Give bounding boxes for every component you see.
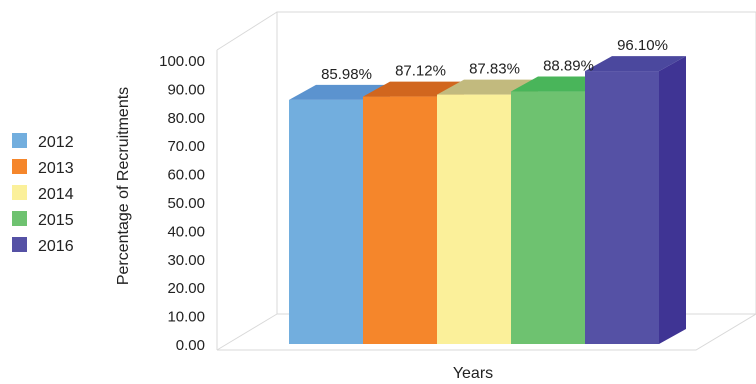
- legend-label: 2012: [38, 134, 74, 151]
- chart-frame: [216, 11, 756, 351]
- legend-item-2016: 2016: [12, 237, 74, 255]
- legend-swatch: [12, 159, 27, 174]
- bar-front-face: [585, 71, 659, 345]
- legend-swatch: [12, 237, 27, 252]
- data-labels: 85.98% 87.12% 87.83% 88.89% 96.10%: [321, 37, 668, 83]
- legend-swatch: [12, 133, 27, 148]
- data-label-2013: 87.12%: [395, 63, 446, 80]
- bar-side-face: [659, 56, 686, 345]
- legend-swatch: [12, 211, 27, 226]
- y-tick-label: 70.00: [167, 138, 205, 155]
- floor-front-edge: [217, 313, 756, 351]
- data-label-2012: 85.98%: [321, 66, 372, 83]
- legend-item-2014: 2014: [12, 185, 74, 203]
- y-tick-label: 80.00: [167, 110, 205, 127]
- side-wall-bottom-edge: [216, 313, 278, 351]
- bar-front-face: [363, 96, 437, 345]
- legend-label: 2016: [38, 238, 74, 255]
- bar-2016: [585, 56, 686, 345]
- y-tick-label: 40.00: [167, 223, 205, 240]
- bars: [289, 56, 686, 345]
- x-axis-title: Years: [453, 365, 493, 382]
- bar-front-face: [289, 99, 363, 344]
- data-label-2014: 87.83%: [469, 61, 520, 78]
- y-tick-label: 30.00: [167, 252, 205, 269]
- y-tick-label: 100.00: [159, 53, 205, 70]
- legend-label: 2015: [38, 212, 74, 229]
- y-tick-label: 60.00: [167, 167, 205, 184]
- bar-front-face: [511, 91, 585, 344]
- back-wall: [276, 11, 756, 315]
- y-axis-title: Percentage of Recruitments: [115, 87, 132, 285]
- legend-item-2012: 2012: [12, 133, 74, 151]
- bar-top-face: [363, 81, 464, 97]
- bar-top-face: [585, 56, 686, 72]
- y-tick-label: 50.00: [167, 195, 205, 212]
- legend-swatch: [12, 185, 27, 200]
- legend: 2012 2013 2014 2015 2016: [12, 133, 74, 255]
- y-tick-label: 90.00: [167, 81, 205, 98]
- legend-item-2015: 2015: [12, 211, 74, 229]
- data-label-2015: 88.89%: [543, 58, 594, 75]
- legend-label: 2013: [38, 160, 74, 177]
- bar-front-face: [437, 94, 511, 344]
- legend-label: 2014: [38, 186, 74, 203]
- y-tick-label: 10.00: [167, 309, 205, 326]
- y-tick-label: 0.00: [176, 337, 205, 354]
- legend-item-2013: 2013: [12, 159, 74, 177]
- data-label-2016: 96.10%: [617, 37, 668, 54]
- side-wall-top-edge: [216, 11, 278, 51]
- y-tick-label: 20.00: [167, 280, 205, 297]
- y-axis-ticks: 0.00 10.00 20.00 30.00 40.00 50.00 60.00 70.00 8…: [159, 53, 205, 354]
